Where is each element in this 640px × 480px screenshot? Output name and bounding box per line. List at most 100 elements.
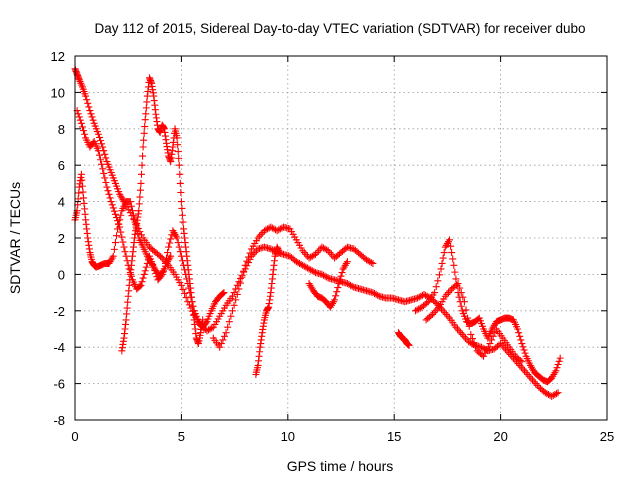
data-point	[367, 259, 375, 267]
data-point	[104, 187, 112, 195]
data-point	[369, 259, 377, 267]
data-point	[438, 259, 446, 267]
data-point	[178, 204, 186, 212]
data-point	[78, 176, 86, 184]
data-point	[244, 253, 252, 261]
data-point	[101, 174, 109, 182]
data-point	[140, 270, 148, 278]
data-point	[246, 249, 254, 257]
data-point	[110, 207, 118, 215]
data-point	[219, 336, 227, 344]
data-point	[167, 235, 175, 243]
data-point	[174, 141, 182, 149]
data-point	[465, 322, 473, 330]
series-track-9	[411, 236, 564, 386]
data-point	[142, 263, 150, 271]
data-point	[177, 189, 185, 196]
data-point	[143, 98, 151, 106]
series-track-4	[73, 107, 175, 293]
data-point	[127, 272, 135, 280]
data-point	[106, 194, 114, 202]
data-point	[452, 281, 460, 289]
data-point	[123, 257, 131, 265]
series-track-7	[305, 258, 351, 311]
data-point	[235, 285, 243, 293]
data-point	[78, 123, 86, 131]
data-point	[435, 271, 443, 279]
y-tick-label: 10	[51, 85, 65, 100]
data-point	[125, 265, 133, 273]
data-point	[77, 170, 85, 178]
y-tick-label: 8	[58, 122, 65, 137]
data-point	[95, 151, 103, 159]
data-point	[491, 329, 499, 337]
data-point	[405, 341, 413, 349]
data-point	[243, 257, 251, 265]
data-point	[235, 278, 243, 286]
data-point	[177, 281, 185, 289]
data-point	[431, 298, 439, 306]
x-tick-label: 15	[387, 429, 401, 444]
data-point	[139, 274, 147, 282]
data-point	[232, 296, 240, 304]
data-point	[136, 193, 144, 201]
data-point	[112, 232, 120, 240]
data-point	[219, 290, 227, 298]
data-point	[336, 276, 344, 284]
data-point	[468, 335, 476, 343]
data-point	[143, 259, 151, 267]
data-point	[124, 298, 132, 306]
data-point	[94, 130, 102, 138]
data-point	[275, 249, 283, 257]
data-point	[102, 154, 110, 162]
x-tick-label: 0	[71, 429, 78, 444]
data-point	[516, 356, 524, 364]
data-point	[140, 136, 148, 144]
data-point	[110, 245, 118, 253]
data-point	[111, 210, 119, 218]
data-point	[122, 252, 130, 260]
data-point	[136, 186, 144, 194]
data-point	[109, 252, 117, 260]
data-point	[130, 211, 138, 219]
data-point	[138, 278, 146, 286]
data-point	[208, 324, 216, 332]
data-point	[175, 154, 183, 162]
data-point	[83, 96, 91, 104]
data-point	[241, 261, 249, 269]
data-point	[518, 358, 526, 366]
data-point	[556, 354, 564, 362]
data-point	[109, 204, 117, 212]
chart-title: Day 112 of 2015, Sidereal Day-to-day VTE…	[95, 21, 586, 36]
data-point	[128, 207, 136, 215]
y-tick-label: 6	[58, 158, 65, 173]
data-point	[514, 325, 522, 333]
data-point	[337, 272, 345, 280]
data-point	[165, 243, 173, 251]
data-point	[157, 272, 165, 280]
data-point	[126, 269, 134, 277]
data-point	[467, 330, 475, 338]
data-point	[228, 292, 236, 300]
data-point	[515, 329, 523, 337]
data-point	[126, 198, 134, 206]
data-point	[99, 165, 107, 173]
data-point	[178, 211, 186, 219]
data-point	[334, 284, 342, 292]
data-point	[121, 248, 129, 256]
data-point	[240, 267, 248, 275]
data-point	[84, 99, 92, 107]
data-point	[100, 169, 108, 177]
data-point	[95, 133, 103, 141]
data-point	[481, 349, 489, 357]
data-point	[107, 198, 115, 206]
data-point	[521, 349, 529, 357]
data-point	[216, 343, 224, 351]
data-point	[139, 143, 147, 151]
data-point	[449, 255, 457, 263]
y-tick-label: -6	[53, 377, 65, 392]
data-point	[553, 364, 561, 372]
data-point	[116, 223, 124, 231]
data-point	[174, 239, 182, 247]
